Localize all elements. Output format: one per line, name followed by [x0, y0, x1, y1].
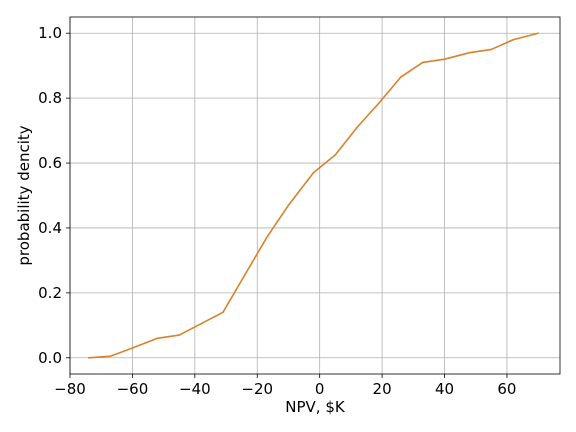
y-tick-label: 0.6: [38, 154, 62, 172]
y-tick-label: 0.8: [38, 89, 62, 107]
y-tick-label: 0.2: [38, 284, 62, 302]
data-point: [512, 38, 514, 41]
x-gridlines: [69, 17, 508, 374]
data-point: [400, 76, 402, 78]
data-point: [334, 154, 337, 156]
data-point: [87, 356, 90, 359]
x-tick-label: −40: [179, 380, 211, 398]
data-point: [468, 51, 471, 54]
y-gridlines: [70, 32, 560, 359]
series-layer: [87, 32, 539, 359]
y-tick-label: 0.4: [38, 219, 62, 237]
data-point: [443, 58, 446, 60]
data-point: [287, 204, 290, 207]
x-tick-label: 40: [435, 380, 454, 398]
data-point: [490, 48, 493, 51]
data-point: [265, 236, 268, 239]
data-point: [378, 102, 380, 104]
x-tick-label: −60: [117, 380, 149, 398]
data-point: [356, 126, 358, 129]
data-point: [131, 347, 134, 349]
x-tick-label: −20: [241, 380, 273, 398]
y-tick-label: 0.0: [38, 349, 62, 367]
x-axis-ticks: −80 −60 −40 −20 0 20 40 60: [54, 374, 516, 398]
series-line: [88, 32, 539, 359]
plot-frame: [69, 16, 561, 375]
x-tick-label: 20: [373, 380, 392, 398]
data-point: [222, 311, 224, 314]
data-point: [243, 274, 246, 276]
data-point: [156, 337, 159, 340]
x-axis-label: NPV, $K: [285, 398, 346, 416]
data-point: [109, 355, 112, 357]
data-point: [421, 61, 424, 64]
x-tick-label: −80: [54, 380, 86, 398]
y-axis-ticks: 0.0 0.2 0.4 0.6 0.8 1.0: [38, 24, 70, 367]
data-point: [200, 322, 202, 325]
data-point: [178, 334, 181, 336]
data-point: [312, 171, 315, 174]
y-tick-label: 1.0: [38, 24, 62, 42]
x-tick-label: 0: [315, 380, 325, 398]
data-point: [537, 32, 539, 35]
x-tick-label: 60: [497, 380, 516, 398]
y-axis-label: probability dencity: [15, 125, 33, 265]
